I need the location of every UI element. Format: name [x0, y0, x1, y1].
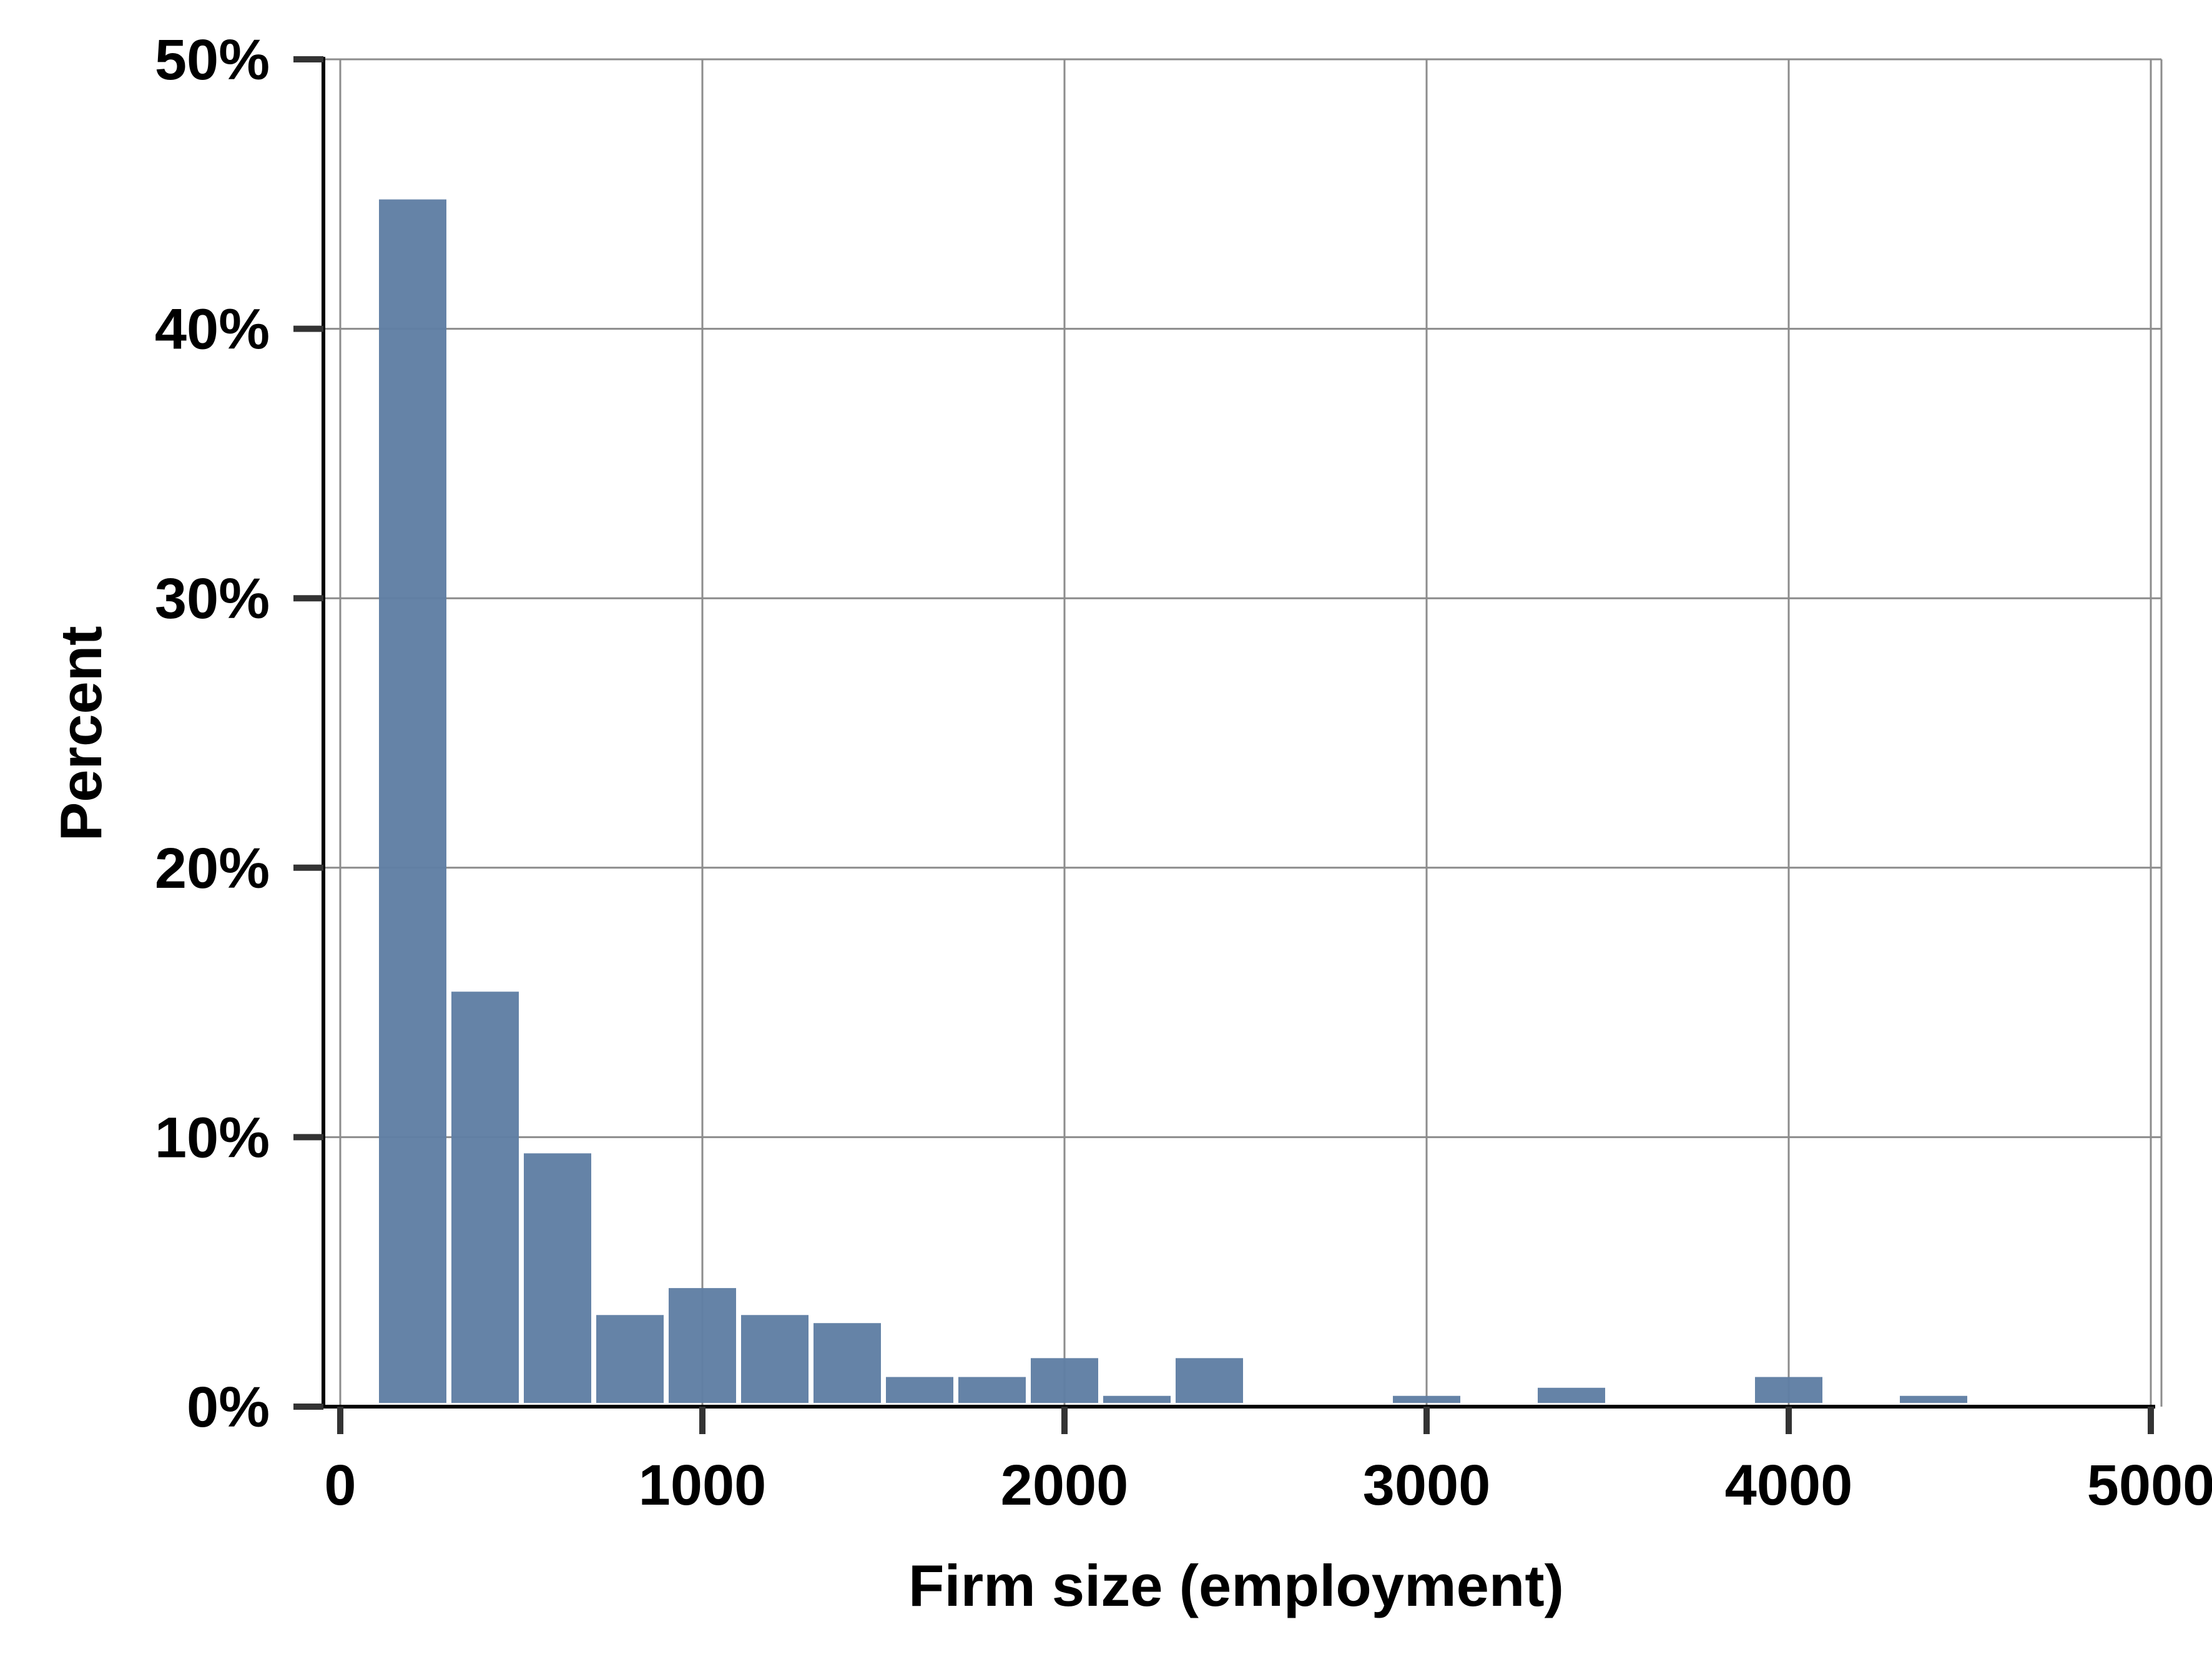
histogram-bar	[669, 1288, 736, 1403]
histogram-bar	[886, 1377, 953, 1403]
x-tick-label: 5000	[2087, 1453, 2212, 1517]
x-tick-label: 4000	[1725, 1453, 1853, 1517]
histogram-bar	[596, 1315, 664, 1403]
x-tick-label: 3000	[1363, 1453, 1491, 1517]
histogram-bar	[379, 199, 446, 1403]
histogram-bar	[451, 991, 519, 1403]
histogram-bar	[1176, 1358, 1243, 1403]
x-axis-title: Firm size (employment)	[908, 1553, 1564, 1618]
x-tick-label: 0	[324, 1453, 356, 1517]
x-tick-label: 1000	[639, 1453, 767, 1517]
histogram-bar	[1755, 1377, 1822, 1403]
y-tick-label: 30%	[155, 567, 270, 631]
y-tick-label: 10%	[155, 1106, 270, 1169]
histogram-bar	[1393, 1395, 1460, 1403]
grid-lines	[323, 58, 2163, 1407]
y-tick-label: 0%	[187, 1375, 270, 1439]
y-tick-label: 20%	[155, 837, 270, 900]
histogram-bar	[1538, 1387, 1605, 1403]
y-tick-label: 40%	[155, 298, 270, 361]
y-axis-title: Percent	[48, 626, 114, 842]
histogram-bar	[741, 1315, 809, 1403]
x-tick-label: 2000	[1001, 1453, 1129, 1517]
y-tick-labels: 0% 10% 20% 30% 40% 50%	[155, 28, 270, 1439]
histogram-bar	[814, 1323, 881, 1403]
bars	[379, 199, 1967, 1403]
axes	[293, 56, 2155, 1434]
x-tick-labels: 0 1000 2000 3000 4000 5000	[324, 1453, 2212, 1517]
histogram-bar	[1900, 1395, 1967, 1403]
y-tick-label: 50%	[155, 28, 270, 92]
histogram-bar	[524, 1153, 591, 1403]
histogram-bar	[1103, 1395, 1171, 1403]
histogram-bar	[958, 1377, 1026, 1403]
histogram-bar	[1031, 1358, 1098, 1403]
